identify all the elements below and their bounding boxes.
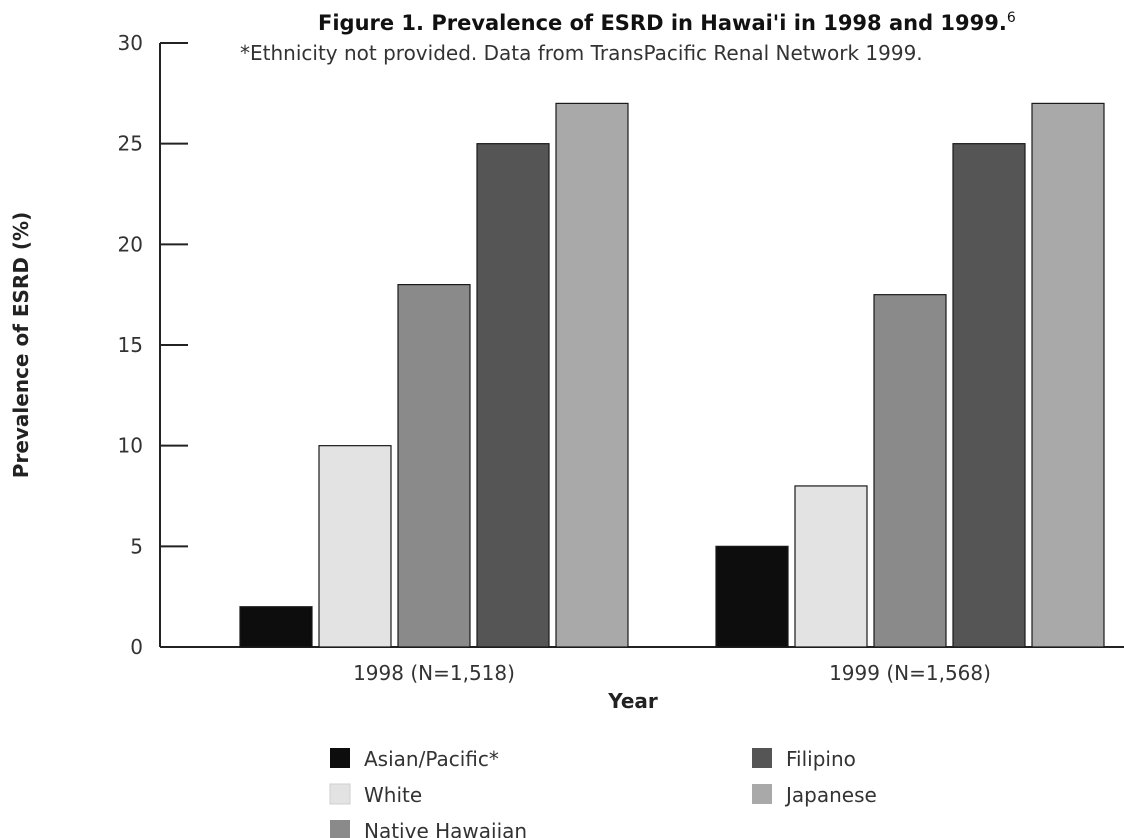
chart-title: Figure 1. Prevalence of ESRD in Hawai'i … [318,10,1016,35]
legend-label: Native Hawaiian [364,819,527,838]
x-axis-label: Year [607,689,658,713]
y-tick-label: 0 [130,635,143,659]
bar [1031,102,1105,648]
bar [794,485,868,648]
legend-swatch [330,748,350,768]
y-tick-label: 5 [130,534,143,558]
legend: Asian/Pacific* White Native Hawaiian Filipi… [329,747,877,838]
bar [239,606,313,648]
legend-label: Japanese [784,783,877,807]
bar [397,284,471,648]
chart-subtitle: *Ethnicity not provided. Data from Trans… [240,41,923,65]
bar [555,102,629,648]
legend-swatch [329,783,351,805]
y-tick-label: 15 [118,333,143,357]
y-tick-label: 30 [118,31,143,55]
x-category-label: 1998 (N=1,518) [353,661,515,685]
y-tick-label: 20 [118,232,143,256]
bar [318,445,392,648]
y-tick-label: 10 [118,434,143,458]
y-tick-label: 25 [118,132,143,156]
legend-label: Filipino [786,747,856,771]
x-category-label: 1999 (N=1,568) [829,661,991,685]
legend-label: Asian/Pacific* [364,747,499,771]
bar [715,545,789,648]
legend-swatch [752,748,772,768]
legend-swatch [752,784,772,804]
bar [873,294,947,648]
legend-swatch [330,820,350,838]
bar [476,143,550,648]
y-axis-label: Prevalence of ESRD (%) [9,212,33,478]
legend-label: White [364,783,422,807]
bar [952,143,1026,648]
bars: 1998 (N=1,518) 1999 (N=1,568) [239,102,1105,685]
